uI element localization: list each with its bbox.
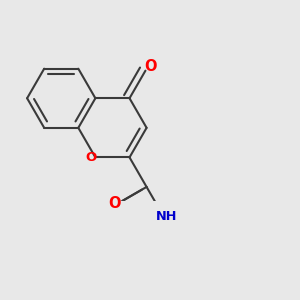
Text: O: O (86, 151, 97, 164)
Text: O: O (144, 59, 157, 74)
Text: NH: NH (156, 211, 178, 224)
Text: O: O (108, 196, 120, 211)
